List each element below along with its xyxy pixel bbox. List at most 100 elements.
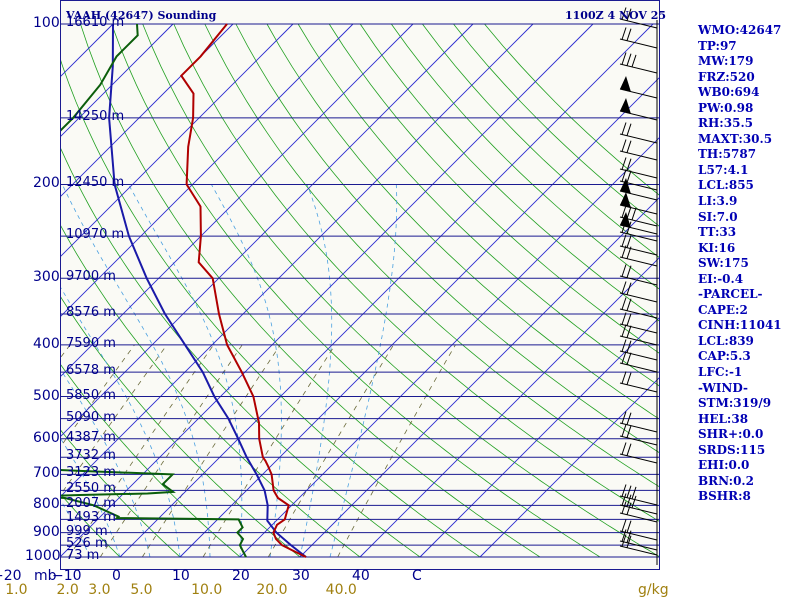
height-label: 3123 m (66, 465, 116, 481)
moist-adiabat-line (60, 436, 121, 558)
dry-adiabat-line (390, 23, 660, 291)
mixing-ratio-tick-label: 10.0 (191, 582, 223, 598)
temperature-tick-label: 40 (352, 568, 370, 584)
pressure-tick-label: 100 (33, 15, 60, 31)
sounding-index: WB0:694 (698, 85, 760, 100)
mixing-ratio-tick-label: 40.0 (325, 582, 357, 598)
mixing-ratio-unit-label: g/kg (638, 582, 669, 598)
isotherm-line (60, 23, 294, 258)
wind-barb (619, 139, 658, 161)
wind-barb (619, 245, 658, 267)
sounding-index: RH:35.5 (698, 116, 753, 131)
isotherm-line (119, 23, 654, 558)
mixing-ratio-tick-label: 20.0 (256, 582, 288, 598)
height-label: 2007 m (66, 496, 116, 512)
height-label: 2550 m (66, 481, 116, 497)
sounding-index: MW:179 (698, 54, 754, 69)
sounding-index: HEL:38 (698, 411, 749, 426)
sounding-index: -WIND- (698, 380, 748, 395)
height-label: 7590 m (66, 335, 116, 351)
sounding-index: TH:5787 (698, 147, 757, 162)
temperature-tick-label: −10 (52, 568, 82, 584)
skewt-chart (60, 0, 660, 570)
isotherm-line (60, 23, 534, 498)
height-label: 73 m (66, 548, 100, 563)
isotherm-line (60, 23, 414, 378)
sounding-index: CAP:5.3 (698, 349, 751, 364)
sounding-index: MAXT:30.5 (698, 131, 773, 146)
mixing-ratio-line (267, 344, 394, 558)
height-label: 4387 m (66, 429, 116, 445)
wind-barb (619, 281, 658, 303)
isotherms (60, 23, 660, 558)
mixing-ratio-tick-label: 1.0 (5, 582, 28, 598)
moist-adiabat-line (329, 184, 398, 558)
wind-barb (619, 339, 658, 361)
moist-adiabat-line (61, 184, 211, 557)
sounding-index: SI:7.0 (698, 209, 738, 224)
sounding-index: -PARCEL- (698, 287, 763, 302)
pressure-tick-label: 1000 (25, 548, 61, 564)
wind-barb (619, 212, 658, 235)
dry-adiabat-line (111, 23, 601, 558)
sounding-index: EHI:0.0 (698, 458, 750, 473)
wind-barb (619, 351, 658, 373)
dewpoint-trace (60, 23, 247, 558)
mixing-ratio-tick-label: 2.0 (56, 582, 79, 598)
pressure-tick-label: 400 (33, 335, 60, 352)
sounding-index: EI:-0.4 (698, 271, 744, 286)
height-label: 999 m (66, 523, 108, 539)
wind-barb (619, 529, 658, 551)
isotherm-line (419, 316, 660, 558)
pressure-tick-label: 900 (33, 523, 60, 540)
sounding-index: SW:175 (698, 256, 749, 271)
sounding-index: STM:319/9 (698, 396, 772, 411)
moist-adiabat-line (299, 184, 333, 558)
pressure-tick-label: 600 (33, 429, 60, 446)
sounding-index: SRDS:115 (698, 442, 766, 457)
height-label: 9700 m (66, 269, 116, 285)
isobars (60, 23, 660, 558)
sounding-index: SHR+:0.0 (698, 427, 764, 442)
dry-adiabat-line (359, 23, 660, 322)
wind-barb (619, 234, 658, 256)
wind-barb (619, 493, 658, 515)
wind-barb (619, 7, 658, 29)
isotherm-line (359, 256, 660, 558)
plot-border (60, 0, 660, 570)
height-label: 14250 m (66, 108, 125, 124)
parcel-trace (108, 23, 307, 558)
pressure-tick-label: 500 (33, 387, 60, 404)
sounding-index: L57:4.1 (698, 162, 749, 177)
temperature-tick-label: C (412, 568, 422, 584)
height-label: 526 m (66, 536, 108, 552)
isotherm-line (60, 23, 474, 438)
height-label: 6578 m (66, 363, 116, 379)
sounding-index: LFC:-1 (698, 365, 743, 380)
temperature-tick-label: 20 (232, 568, 250, 584)
height-label: 3732 m (66, 448, 116, 464)
wind-barb (619, 98, 658, 121)
sounding-index: LCL:855 (698, 178, 754, 193)
temperature-trace (180, 23, 307, 558)
sounding-index: TT:33 (698, 225, 737, 240)
chart-valid-time: 1100Z 4 NOV 25 (565, 9, 667, 22)
temperature-tick-label: 30 (292, 568, 310, 584)
sounding-index: CINH:11041 (698, 318, 782, 333)
dry-adiabat-line (328, 23, 660, 355)
wind-barb (619, 411, 658, 433)
sounding-index: TP:97 (698, 38, 737, 53)
sounding-index: WMO:42647 (698, 23, 782, 37)
temperature-tick-label: 0 (112, 568, 121, 584)
dry-adiabat-line (60, 56, 481, 558)
pressure-unit-label: mb (34, 568, 57, 584)
mixing-ratio-line (202, 344, 336, 558)
pressure-tick-label: 300 (33, 269, 60, 286)
isotherm-line (60, 23, 354, 318)
wind-barbs (619, 7, 658, 565)
sounding-index: BRN:0.2 (698, 473, 754, 488)
mixing-ratio-line (337, 344, 456, 558)
chart-title: VAAH (42647) Sounding (66, 9, 217, 22)
wind-barb (619, 324, 658, 346)
dry-adiabat-line (297, 23, 660, 387)
